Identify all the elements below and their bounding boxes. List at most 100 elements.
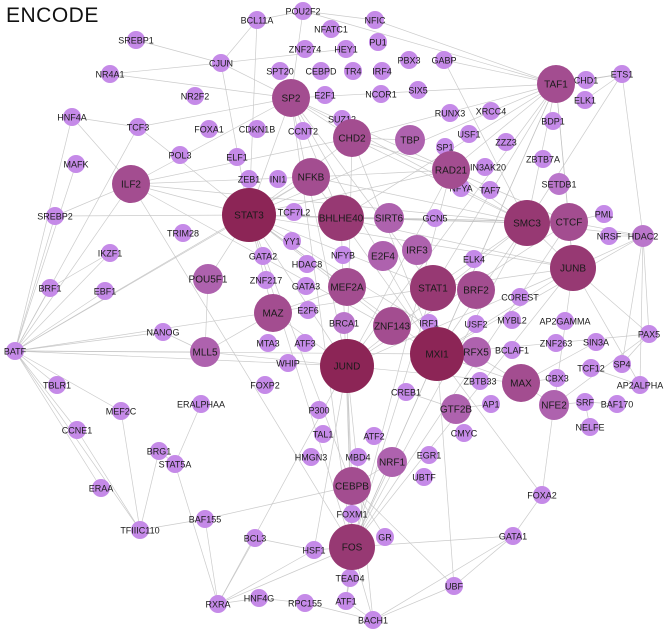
node-circle [296,594,314,612]
node-circle [192,395,210,413]
node-label: ZBTB33 [463,377,496,387]
node-bach1: BACH1 [358,611,388,629]
node-label: ZEB1 [238,175,261,185]
edge-gabp-taf1 [443,59,557,85]
edge-tfiiic110-mef2c [120,410,141,531]
node-chd2: CHD2 [333,119,371,157]
node-label: RFX5 [463,348,489,359]
node-label: ZBTB7A [526,155,560,165]
node-label: IKZF1 [98,249,123,259]
node-label: CMYC [451,429,478,439]
node-circle [154,323,172,341]
node-label: BCL3 [244,534,267,544]
node-circle [372,85,390,103]
node-circle [548,173,570,195]
node-usf1: USF1 [457,125,481,143]
edge-rxra-hsf1 [217,549,315,605]
node-circle [366,11,384,29]
edge-stat3-jund [248,214,348,367]
node-zbtb7a: ZBTB7A [526,150,560,168]
node-circle [632,225,654,247]
edge-batf-ccne1 [14,350,78,431]
node-label: IRF4 [372,67,392,77]
node-circle [595,205,613,223]
node-ncor1: NCOR1 [365,85,397,103]
node-hmgn3: HMGN3 [295,448,327,466]
node-e2f1: E2F1 [314,86,336,104]
node-circle [212,54,230,72]
edge-cjun-nr4a1 [109,62,222,75]
node-label: AP1 [482,400,499,410]
node-label: BRF2 [463,286,489,297]
edge-hdac2-ets1 [621,73,644,237]
edge-pou2f2-nfic [302,10,376,21]
node-baf170: BAF170 [601,395,633,413]
node-usf2: USF2 [464,315,488,333]
node-label: ERALPHAA [177,400,225,410]
node-circle [400,51,418,69]
node-label: HEY1 [334,45,358,55]
node-circle [556,312,574,330]
node-ap2alpha: AP2ALPHA [617,376,663,394]
node-label: TAF7 [479,186,500,196]
edge-smc3-nfkb [310,176,528,224]
node-gabp: GABP [431,51,457,69]
edge-batf-tcf3 [14,126,139,352]
edge-stat3-znf143 [248,214,393,327]
node-label: CHD1 [574,76,599,86]
node-label: JUNB [560,264,586,275]
node-circle [292,158,330,196]
node-circle [279,354,297,372]
edge-rxra-baf155 [204,518,219,605]
node-circle [504,527,522,545]
node-label: POU5F1 [189,275,228,286]
node-irf3: IRF3 [402,235,432,265]
node-sp2: SP2 [272,79,310,117]
node-hsf1: HSF1 [302,541,326,559]
node-circle [112,165,150,203]
node-hnf4a: HNF4A [57,108,87,126]
node-label: CJUN [209,59,233,69]
edge-nfic-taf1 [374,19,557,85]
node-foxp2: FOXP2 [250,376,280,394]
node-circle [337,592,355,610]
node-circle [297,277,315,295]
node-label: ATF3 [294,339,315,349]
node-cjun: CJUN [209,54,233,72]
node-label: FOXA1 [194,125,224,135]
edge-stat1-batf [14,287,434,352]
edge-batf-tfiiic110 [14,350,141,531]
node-label: MEF2C [106,407,137,417]
node-tcf7l2: TCF7L2 [278,203,310,221]
node-circle [298,255,316,273]
node-circle [374,203,404,233]
node-circle [322,20,340,38]
node-label: STAT1 [418,284,448,295]
node-label: NFIC [365,16,386,26]
node-taf7: TAF7 [479,181,501,199]
node-eralphaa: ERALPHAA [177,395,225,413]
node-label: HDAC8 [292,260,323,270]
node-circle [376,528,394,546]
node-circle [455,424,473,442]
edge-smc3-fos [351,222,528,548]
node-atf2: ATF2 [363,427,385,445]
node-sin3ak20: SIN3AK20 [464,158,506,176]
node-label: STAT3 [234,211,264,222]
node-circle [402,235,432,265]
node-label: POU2F2 [285,7,320,17]
node-mybl2: MYBL2 [497,311,527,329]
edge-foxa2-nfe2 [541,404,555,496]
node-label: GTF2B [440,405,473,416]
edge-stat3-srebp2 [54,214,250,217]
node-zbtb33: ZBTB33 [463,372,497,390]
node-pml: PML [595,205,613,223]
node-circle [441,104,459,122]
node-circle [368,241,398,271]
node-maz: MAZ [254,294,292,332]
node-tbp: TBP [395,125,425,155]
node-circle [600,227,618,245]
node-nrsf: NRSF [597,227,622,245]
node-circle [131,521,149,539]
node-max: MAX [502,364,540,402]
